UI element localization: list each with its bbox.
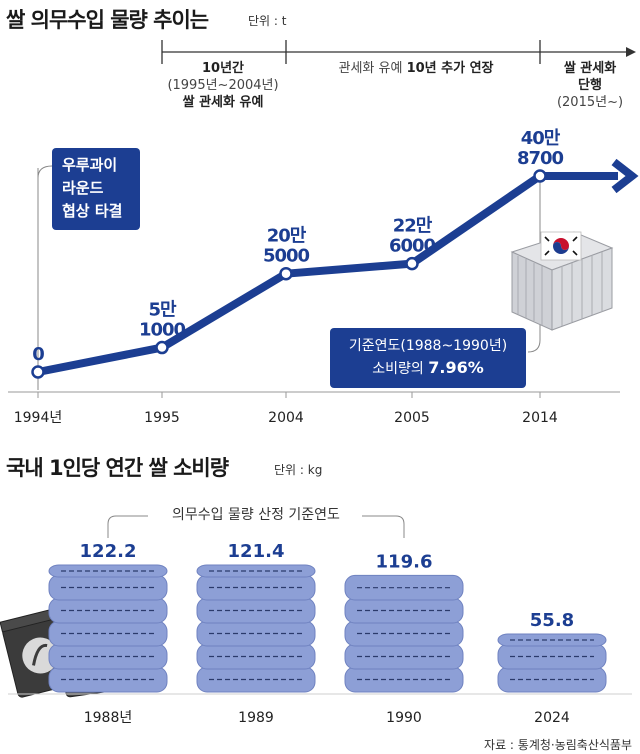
x-tick-label-2: 2004 bbox=[268, 410, 304, 426]
data-point-2 bbox=[279, 266, 293, 281]
korean-flag-icon bbox=[540, 231, 582, 261]
data-label-2: 20만 5000 bbox=[263, 226, 310, 267]
chart2-title: 국내 1인당 연간 쌀 소비량 bbox=[6, 456, 229, 480]
chart1-title: 쌀 의무수입 물량 추이는 bbox=[6, 8, 209, 32]
data-label-1: 5만 1000 bbox=[139, 300, 186, 341]
uruguay-line1: 우루과이 bbox=[62, 156, 118, 174]
uruguay-line2: 라운드 bbox=[62, 179, 104, 197]
uruguay-round-callout: 우루과이 라운드 협상 타결 bbox=[52, 148, 140, 230]
data-point-3 bbox=[405, 256, 419, 271]
uruguay-connector-curve bbox=[37, 165, 53, 179]
value-label-0: 122.2 bbox=[80, 541, 137, 562]
data-label-4-line-1: 8700 bbox=[517, 148, 564, 169]
data-label-3-line-0: 22만 bbox=[393, 216, 433, 237]
value-label-2: 119.6 bbox=[376, 551, 433, 572]
sack-2-4 bbox=[344, 574, 464, 601]
value-label-1: 121.4 bbox=[228, 541, 285, 562]
period1-line2: (1995년~2004년) bbox=[167, 78, 279, 93]
consumption-column-0: 122.2 1988년 bbox=[48, 541, 168, 726]
data-label-0: 0 bbox=[32, 344, 44, 365]
period1-line1: 10년간 bbox=[201, 61, 244, 76]
period1-line3: 쌀 관세화 유예 bbox=[182, 95, 264, 110]
category-label-1: 1989 bbox=[238, 710, 274, 726]
period2-prefix: 관세화 유예 bbox=[338, 61, 407, 76]
data-label-4: 40만 8700 bbox=[517, 128, 564, 169]
import-volume-chart: 1994년 1995 2004 2005 2014 0 5만 1000 20만 5000 22만 6… bbox=[8, 40, 639, 426]
sack-1-5 bbox=[196, 564, 316, 578]
consumption-column-3: 55.8 2024 bbox=[497, 610, 607, 726]
data-point-1 bbox=[155, 340, 169, 355]
consumption-column-1: 121.4 1989 bbox=[196, 541, 316, 726]
category-label-3: 2024 bbox=[534, 710, 570, 726]
period3-line2: 단행 bbox=[578, 78, 602, 93]
category-label-2: 1990 bbox=[386, 710, 422, 726]
baseline-callout: 기준연도(1988~1990년) 소비량의 7.96% bbox=[330, 328, 526, 388]
baseline-connector-curve bbox=[527, 339, 541, 353]
data-label-2-line-0: 20만 bbox=[267, 226, 307, 247]
bracket-right bbox=[362, 515, 405, 538]
source-note: 자료 : 통계청·농림축산식품부 bbox=[484, 738, 632, 752]
period3-line1: 쌀 관세화 bbox=[563, 61, 617, 76]
x-tick-label-1: 1995 bbox=[144, 410, 180, 426]
data-label-3: 22만 6000 bbox=[389, 216, 436, 257]
data-label-2-line-1: 5000 bbox=[263, 246, 310, 267]
container-illustration bbox=[510, 231, 614, 331]
category-label-0: 1988년 bbox=[84, 710, 133, 726]
data-point-4 bbox=[533, 169, 547, 183]
data-label-0-line-0: 0 bbox=[32, 344, 44, 365]
data-label-1-line-1: 1000 bbox=[139, 320, 186, 341]
period3-label: 쌀 관세화 단행 (2015년~) bbox=[544, 60, 636, 111]
period2-label: 관세화 유예 10년 추가 연장 bbox=[300, 60, 532, 77]
data-point-0 bbox=[31, 365, 45, 379]
value-label-3: 55.8 bbox=[530, 610, 574, 631]
chart2-unit: 단위 : kg bbox=[274, 463, 323, 477]
data-label-3-line-1: 6000 bbox=[389, 236, 436, 257]
baseline-line2-prefix: 소비량의 bbox=[372, 361, 429, 377]
x-tick-label-4: 2014 bbox=[522, 410, 558, 426]
x-tick-label-0: 1994년 bbox=[14, 410, 63, 426]
consumption-chart: 122.2 1988년 121.4 1989 119.6 1990 55.8 2024 bbox=[0, 515, 632, 726]
consumption-column-2: 119.6 1990 bbox=[344, 551, 464, 726]
data-label-1-line-0: 5만 bbox=[148, 300, 177, 321]
chart1-unit: 단위 : t bbox=[248, 14, 287, 28]
x-tick-label-3: 2005 bbox=[394, 410, 430, 426]
sack-0-5 bbox=[48, 564, 168, 578]
uruguay-line3: 협상 타결 bbox=[62, 202, 123, 220]
import-volume-line bbox=[37, 172, 618, 376]
baseline-line1: 기준연도(1988~1990년) bbox=[348, 338, 508, 354]
period3-line3: (2015년~) bbox=[556, 95, 624, 110]
timeline-arrowhead bbox=[626, 47, 636, 57]
line-arrowhead bbox=[611, 158, 639, 194]
period1-label: 10년간 (1995년~2004년) 쌀 관세화 유예 bbox=[148, 60, 298, 111]
bracket-label: 의무수입 물량 산정 기준연도 bbox=[172, 507, 340, 523]
bracket-left bbox=[107, 515, 148, 538]
baseline-line2-value: 7.96% bbox=[428, 358, 484, 377]
period2-emphasis: 10년 추가 연장 bbox=[406, 61, 494, 76]
data-label-4-line-0: 40만 bbox=[521, 128, 561, 149]
